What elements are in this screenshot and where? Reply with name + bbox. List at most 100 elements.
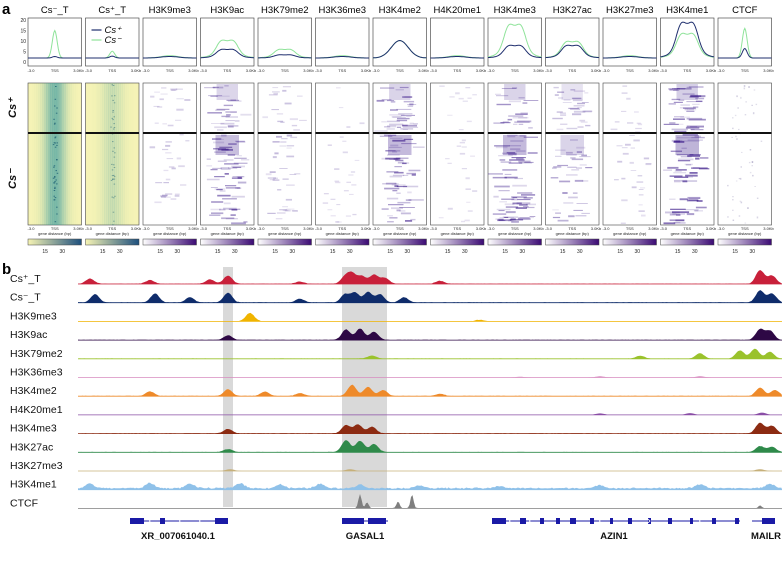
- heatmap-stroke: [621, 147, 628, 149]
- heatmap-dense-block: [561, 84, 583, 100]
- heatmap-stroke: [212, 138, 222, 140]
- heatmap-band: [42, 83, 45, 225]
- heatmap-stroke: [384, 134, 397, 137]
- heatmap-band: [54, 83, 58, 225]
- heatmap-stroke: [390, 144, 399, 147]
- colorbar-tick-h3k27me3-0: 15: [617, 249, 623, 255]
- heatmap-stroke: [227, 125, 234, 128]
- heatmap-stroke: [206, 158, 211, 160]
- heatmap-stroke: [621, 177, 626, 180]
- track-signal-12: [78, 494, 782, 509]
- heatmap-stroke: [458, 97, 464, 100]
- profile-line-cs-plus-h4k20me1: [430, 56, 484, 59]
- heatmap-stroke: [685, 174, 698, 177]
- heatmap-stroke: [699, 157, 709, 159]
- heatmap-stroke: [557, 219, 569, 222]
- heatmap-stroke: [272, 91, 280, 93]
- heatmap-stroke: [614, 179, 619, 181]
- track-label-11: H3K4me1: [10, 479, 57, 491]
- heatmap-xlabel-h3k4me3: gene distance (bp): [498, 231, 532, 236]
- heatmap-stroke: [461, 220, 465, 223]
- heatmap-speck: [54, 146, 57, 148]
- heatmap-stroke: [282, 178, 289, 180]
- heatmap-stroke: [394, 185, 399, 187]
- heatmap-stroke: [389, 123, 404, 126]
- heatmap-h3k9me3: [142, 82, 197, 226]
- heatmap-stroke: [528, 127, 533, 129]
- heatmap-stroke: [691, 136, 705, 139]
- heatmap-stroke: [756, 216, 759, 219]
- heatmap-stroke: [735, 180, 738, 182]
- heatmap-stroke: [170, 88, 178, 91]
- heatmap-speck: [55, 112, 58, 114]
- heatmap-xtick-h3k4me3-2: 3.0Kb: [533, 226, 544, 231]
- heatmap-stroke: [645, 163, 652, 165]
- heatmap-speck: [56, 144, 58, 146]
- heatmap-stroke: [504, 216, 509, 218]
- heatmap-stroke: [286, 208, 295, 210]
- heatmap-xtick-h3k9me3-0: -3.0: [143, 226, 151, 231]
- heatmap-speck: [52, 177, 55, 179]
- heatmap-stroke: [670, 208, 686, 210]
- heatmap-speck: [112, 179, 114, 180]
- heatmap-stroke: [336, 204, 341, 206]
- heatmap-stroke: [461, 146, 467, 148]
- track-label-0: Cs⁺_T: [10, 273, 41, 285]
- heatmap-speck: [112, 111, 114, 113]
- profile-line-cs-plus-h3k36me3: [315, 56, 369, 59]
- heatmap-stroke: [689, 108, 694, 111]
- heatmap-band: [120, 83, 123, 225]
- heatmap-xtick-h3k27ac-1: TSS: [568, 226, 576, 231]
- colorbar-tick-h3k9ac-1: 30: [232, 249, 238, 255]
- highlight-region-1: [223, 267, 233, 507]
- heatmap-stroke: [267, 177, 276, 179]
- heatmap-stroke: [572, 97, 583, 99]
- heatmap-stroke: [402, 96, 413, 98]
- heatmap-speck: [56, 172, 59, 174]
- heatmap-stroke: [698, 168, 710, 170]
- heatmap-stroke: [673, 101, 683, 103]
- heatmap-stroke: [743, 85, 746, 87]
- heatmap-xtick-h3k4me2-2: 3.0Kb: [418, 226, 429, 231]
- heatmap-stroke: [693, 210, 699, 212]
- heatmap-stroke: [691, 129, 704, 131]
- heatmap-stroke: [500, 161, 512, 163]
- heatmap-band: [58, 83, 62, 225]
- heatmap-stroke: [236, 176, 246, 178]
- heatmap-stroke: [220, 168, 231, 170]
- heatmap-stroke: [214, 126, 227, 129]
- heatmap-xtick-h3k9me3-2: 3.0Kb: [188, 226, 199, 231]
- heatmap-stroke: [508, 153, 517, 156]
- colorbar-tick-h3k9ac-0: 15: [215, 249, 221, 255]
- heatmap-stroke: [447, 114, 453, 116]
- heatmap-xlabel-ctcf: gene distance (bp): [728, 231, 762, 236]
- heatmap-stroke: [405, 220, 413, 222]
- heatmap-h3k4me2: [372, 82, 427, 226]
- heatmap-stroke: [519, 161, 533, 164]
- heatmap-stroke: [508, 100, 521, 103]
- heatmap-stroke: [669, 213, 677, 216]
- heatmap-stroke: [673, 172, 687, 174]
- heatmap-xtick-h3k4me1-2: 3.0Kb: [706, 226, 717, 231]
- heatmap-stroke: [231, 222, 246, 225]
- heatmap-stroke: [225, 187, 241, 189]
- heatmap-stroke: [621, 110, 627, 112]
- heatmap-stroke: [552, 209, 559, 211]
- heatmap-stroke: [395, 157, 409, 159]
- heatmap-stroke: [520, 112, 528, 115]
- heatmap-stroke: [226, 114, 231, 116]
- heatmap-stroke: [563, 202, 574, 204]
- heatmap-stroke: [160, 196, 166, 198]
- gene-strand-chevron: [697, 518, 701, 524]
- heatmap-stroke: [472, 190, 478, 192]
- heatmap-speck: [54, 221, 57, 223]
- heatmap-stroke: [667, 166, 679, 169]
- heatmap-speck: [54, 136, 57, 138]
- column-title-h3k27ac: H3K27ac: [553, 5, 592, 16]
- heatmap-stroke: [234, 157, 247, 159]
- heatmap-stroke: [154, 201, 162, 204]
- heatmap-xlabel-h3k27me3: gene distance (bp): [613, 231, 647, 236]
- heatmap-stroke: [635, 131, 641, 133]
- heatmap-stroke: [749, 149, 752, 151]
